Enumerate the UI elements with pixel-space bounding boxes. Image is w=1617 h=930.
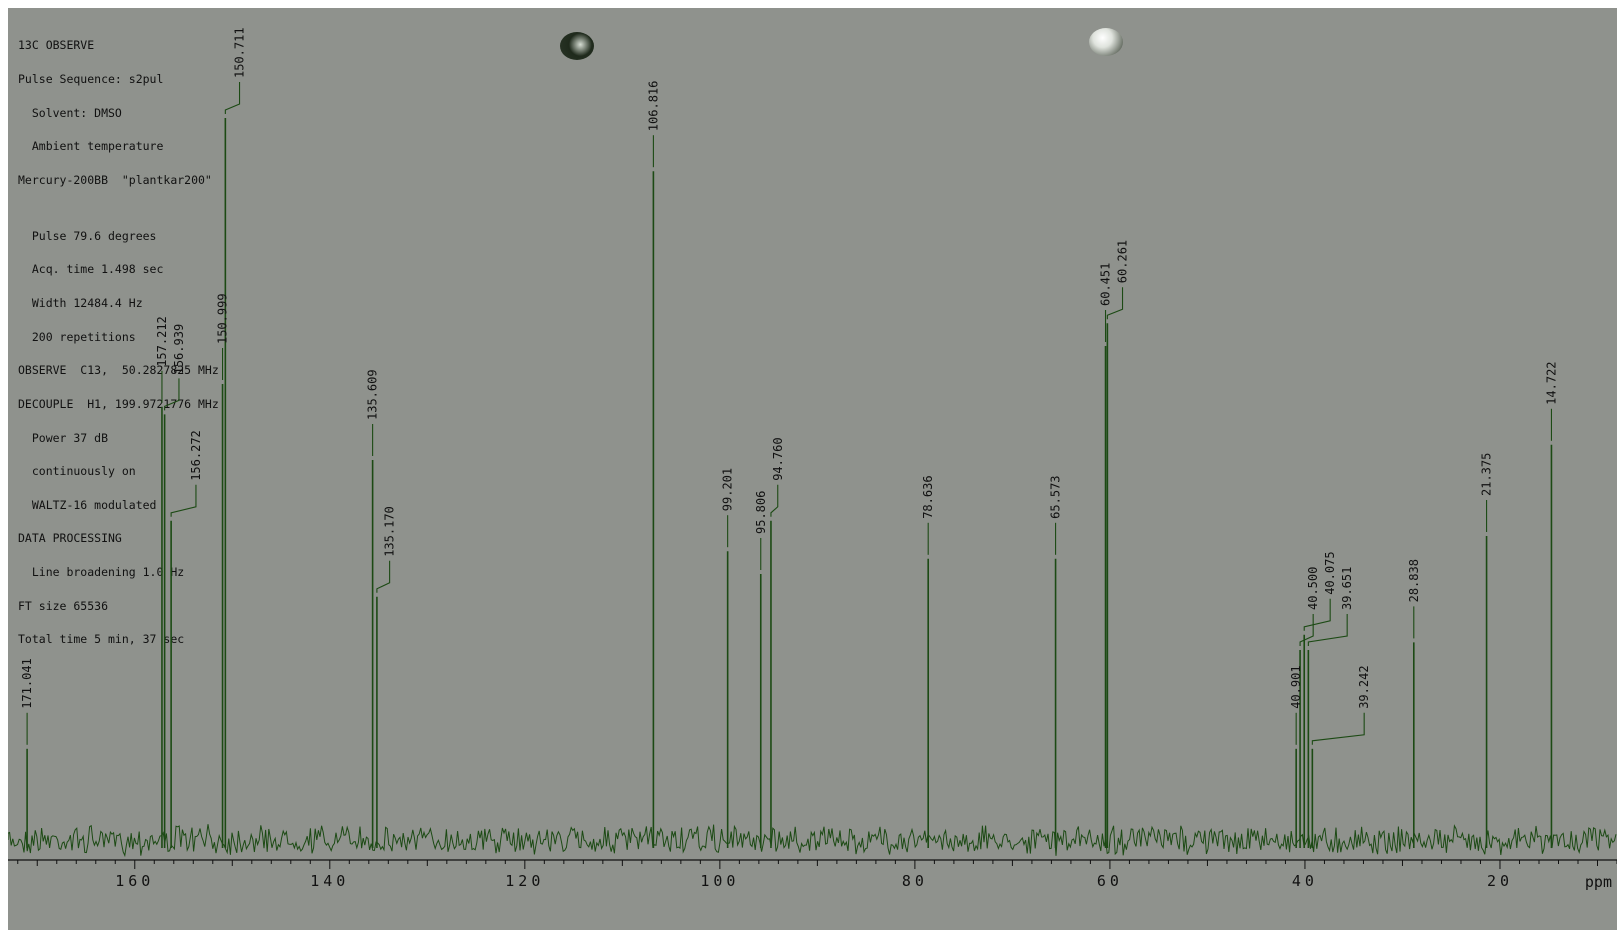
peak-label: 40.500	[1306, 567, 1320, 610]
peak-label: 40.901	[1289, 665, 1303, 708]
peak-label: 60.261	[1116, 240, 1130, 283]
spectrum-title: 13C OBSERVE	[18, 38, 95, 53]
param-line: Total time 5 min, 37 sec	[18, 632, 185, 647]
peak-label: 40.075	[1323, 551, 1337, 594]
param-line: Pulse 79.6 degrees	[18, 228, 157, 243]
param-line: DECOUPLE H1, 199.9721776 MHz	[18, 396, 219, 411]
param-line: DATA PROCESSING	[18, 531, 122, 546]
peak-label: 156.939	[172, 324, 186, 375]
peak-label: 106.816	[646, 81, 660, 132]
peak-label: 39.651	[1340, 567, 1354, 610]
peak-label: 65.573	[1049, 475, 1063, 518]
peak-label: 21.375	[1480, 453, 1494, 496]
acquisition-parameters: 13C OBSERVE Pulse Sequence: s2pul Solven…	[18, 18, 219, 668]
param-line: OBSERVE C13, 50.2827825 MHz	[18, 363, 219, 378]
peak-leader	[224, 82, 241, 114]
param-line: Power 37 dB	[18, 430, 109, 445]
peak-label: 14.722	[1544, 361, 1558, 404]
peak-label: 150.711	[233, 27, 247, 78]
param-line: Ambient temperature	[18, 139, 164, 154]
x-tick-label: 140	[310, 872, 349, 890]
peak-label: 99.201	[721, 468, 735, 511]
x-tick-label: 60	[1097, 872, 1123, 890]
peak-label: 135.170	[383, 506, 397, 557]
baseline-noise	[8, 824, 1617, 858]
peak-leader	[1311, 712, 1365, 745]
x-tick-label: 20	[1487, 872, 1513, 890]
x-axis-unit-label: ppm	[1585, 873, 1612, 891]
x-tick-label: 80	[902, 872, 928, 890]
nmr-spectrum-chart: 171.041 157.212 156.939 156.272 150.999 150.7…	[8, 27, 1617, 891]
param-line: Line broadening 1.0 Hz	[18, 564, 185, 579]
x-axis: 160 140 120 100 80 60 40 20 ppm	[8, 859, 1617, 891]
peak-label: 156.272	[189, 430, 203, 481]
peak-label: 78.636	[921, 475, 935, 518]
peak-leader	[170, 484, 197, 517]
spectrum-sheet: 13C OBSERVE Pulse Sequence: s2pul Solven…	[8, 8, 1617, 930]
peak-label: 94.760	[771, 437, 785, 480]
peak-label: 39.242	[1357, 665, 1371, 708]
punch-hole-left	[560, 32, 594, 60]
x-tick-label: 40	[1292, 872, 1318, 890]
param-line: Solvent: DMSO	[18, 105, 122, 120]
param-line: FT size 65536	[18, 598, 109, 613]
peak-label: 135.609	[366, 369, 380, 420]
param-line: WALTZ-16 modulated	[18, 497, 157, 512]
peak-leader	[770, 484, 779, 517]
peak-label: 28.838	[1407, 559, 1421, 602]
peak-labels-layer: 171.041 157.212 156.939 156.272 150.999 150.7…	[20, 27, 1558, 745]
peaks-layer	[8, 118, 1617, 858]
x-tick-label: 120	[505, 872, 544, 890]
punch-hole-right	[1089, 28, 1123, 56]
param-line: 200 repetitions	[18, 329, 136, 344]
peak-leader	[1303, 598, 1331, 631]
peak-label: 60.451	[1099, 263, 1113, 306]
param-line: continuously on	[18, 464, 136, 479]
param-line: Pulse Sequence: s2pul	[18, 72, 164, 87]
param-line: Mercury-200BB "plantkar200"	[18, 172, 212, 187]
peak-label: 95.806	[754, 491, 768, 534]
peak-label: 157.212	[155, 316, 169, 367]
param-line: Acq. time 1.498 sec	[18, 262, 164, 277]
peak-leader	[164, 378, 180, 411]
peak-label: 150.999	[216, 293, 230, 344]
param-line: Width 12484.4 Hz	[18, 296, 143, 311]
peak-leader	[1106, 287, 1124, 320]
x-tick-label: 160	[115, 872, 154, 890]
peak-label: 171.041	[20, 658, 34, 709]
peak-leader	[376, 560, 391, 593]
peak-leader	[1307, 614, 1348, 646]
x-tick-label: 100	[700, 872, 739, 890]
